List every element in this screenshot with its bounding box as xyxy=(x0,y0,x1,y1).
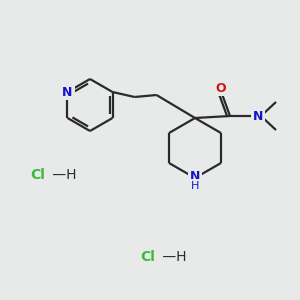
Text: N: N xyxy=(253,110,263,122)
Text: Cl: Cl xyxy=(140,250,155,264)
Text: —H: —H xyxy=(158,250,187,264)
Text: N: N xyxy=(62,85,73,98)
Text: —H: —H xyxy=(48,168,76,182)
Text: N: N xyxy=(190,169,200,182)
Text: O: O xyxy=(216,82,226,94)
Text: Cl: Cl xyxy=(30,168,45,182)
Text: H: H xyxy=(191,181,199,191)
